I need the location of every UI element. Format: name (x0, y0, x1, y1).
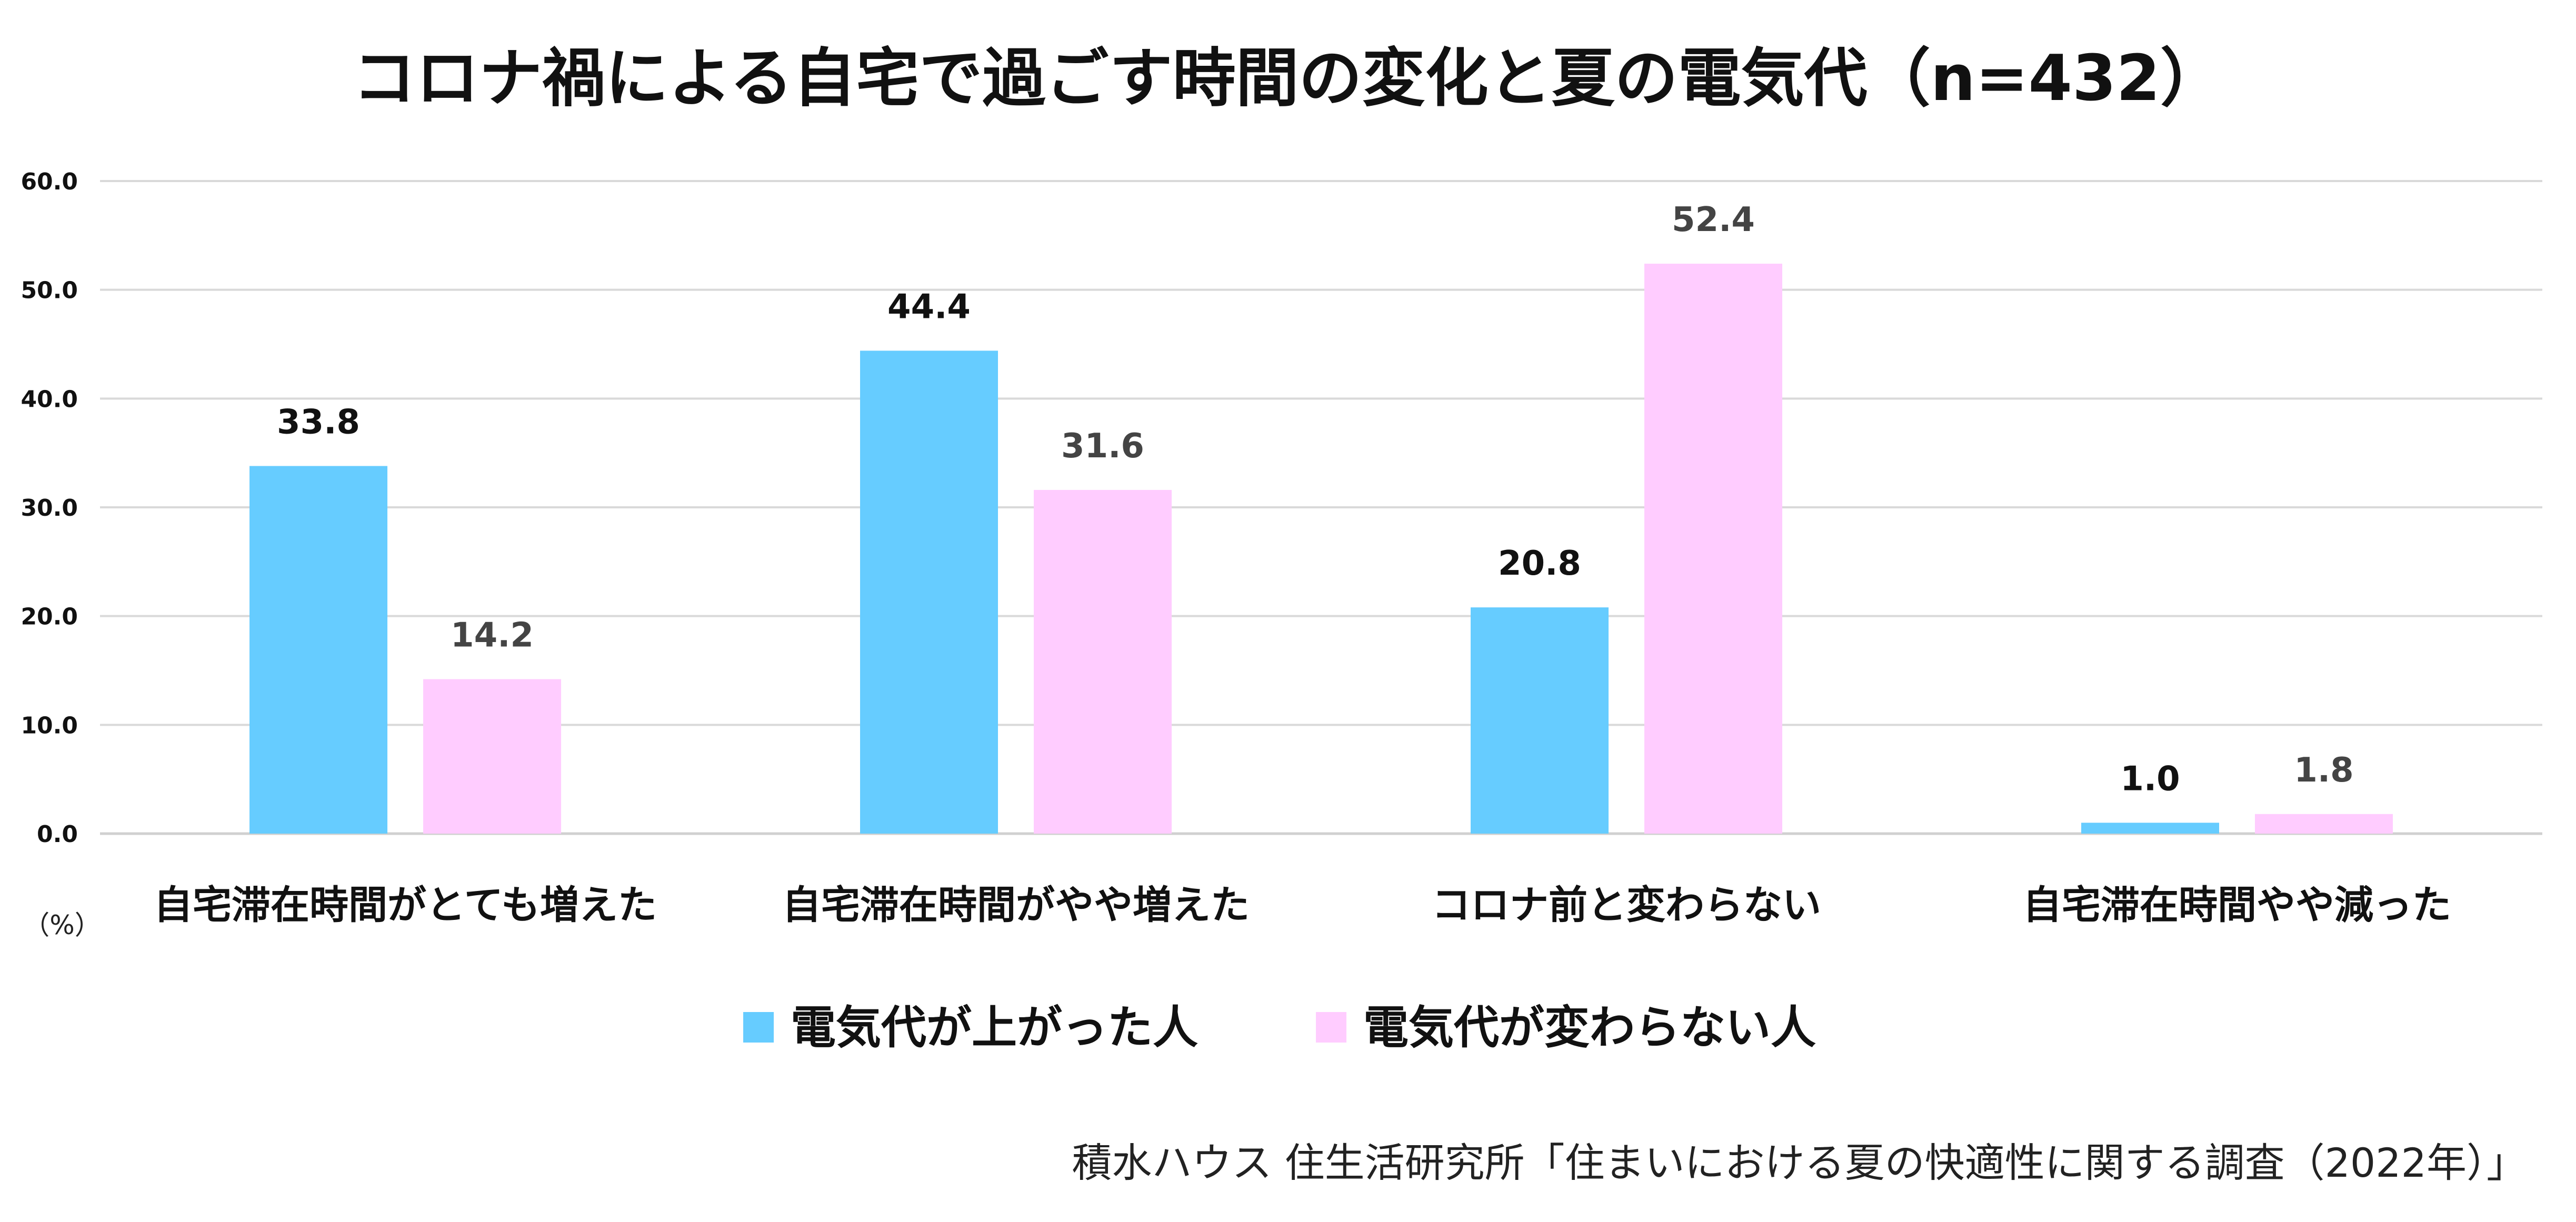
chart-title: コロナ禍による自宅で過ごす時間の変化と夏の電気代（n=432） (353, 42, 2223, 115)
data-label: 52.4 (1672, 201, 1755, 239)
y-tick-label: 50.0 (21, 277, 78, 304)
y-axis-unit-label: （%） (23, 910, 101, 940)
legend-swatch-series-2 (1316, 1012, 1346, 1043)
data-label: 14.2 (451, 616, 534, 655)
bar-series-2-cat-1 (423, 679, 561, 834)
x-category-label: 自宅滞在時間がやや増えた (782, 883, 1250, 928)
data-label: 33.8 (277, 403, 360, 442)
bar-series-2-cat-4 (2255, 814, 2393, 834)
bar-series-2-cat-3 (1644, 264, 1782, 834)
y-tick-label: 60.0 (21, 168, 78, 195)
data-label: 31.6 (1061, 427, 1144, 466)
legend-label-series-1: 電気代が上がった人 (791, 1001, 1198, 1054)
y-axis-tick-labels: 0.0 10.0 20.0 30.0 40.0 50.0 60.0 (21, 168, 78, 848)
y-tick-label: 0.0 (37, 821, 78, 848)
bar-series-2-cat-2 (1034, 489, 1172, 834)
bars (249, 264, 2393, 834)
bar-series-1-cat-2 (860, 350, 998, 834)
legend-swatch-series-1 (743, 1012, 774, 1043)
x-category-label: 自宅滞在時間がとても増えた (154, 883, 657, 928)
source-note: 積水ハウス 住生活研究所「住まいにおける夏の快適性に関する調査（2022年）」 (1072, 1139, 2527, 1186)
data-label: 1.0 (2120, 759, 2180, 798)
x-category-label: 自宅滞在時間やや減った (2023, 883, 2451, 928)
y-tick-label: 40.0 (21, 386, 78, 413)
legend: 電気代が上がった人 電気代が変わらない人 (743, 1001, 1816, 1054)
data-label: 44.4 (887, 287, 971, 326)
x-category-label: コロナ前と変わらない (1432, 883, 1821, 928)
bar-series-1-cat-3 (1471, 607, 1609, 834)
legend-label-series-2: 電気代が変わらない人 (1363, 1001, 1816, 1054)
data-labels: 33.8 44.4 20.8 1.0 14.2 31.6 52.4 1.8 (277, 201, 2354, 798)
data-label: 20.8 (1498, 544, 1581, 583)
y-tick-label: 10.0 (21, 712, 78, 739)
y-tick-label: 20.0 (21, 604, 78, 630)
bar-series-1-cat-4 (2081, 823, 2219, 834)
data-label: 1.8 (2294, 751, 2353, 790)
bar-series-1-cat-1 (249, 466, 387, 834)
x-axis-category-labels: 自宅滞在時間がとても増えた 自宅滞在時間がやや増えた コロナ前と変わらない 自宅滞在時… (154, 883, 2451, 928)
y-tick-label: 30.0 (21, 495, 78, 522)
